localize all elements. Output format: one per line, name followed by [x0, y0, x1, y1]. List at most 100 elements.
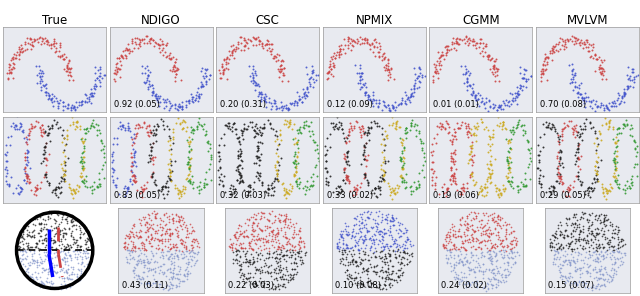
Point [157, 47, 167, 52]
Point [583, 228, 593, 233]
Point [120, 48, 131, 52]
Point [610, 164, 620, 168]
Point [484, 258, 495, 263]
Point [372, 194, 383, 199]
Point [109, 71, 119, 75]
Point [349, 123, 360, 128]
Point [394, 252, 404, 257]
Point [545, 189, 555, 194]
Point [429, 135, 439, 140]
Point [506, 248, 516, 252]
Point [167, 231, 177, 236]
Point [467, 154, 477, 158]
Point [266, 49, 276, 54]
Point [521, 79, 531, 83]
Point [157, 186, 167, 191]
Point [569, 34, 579, 39]
Point [125, 177, 136, 181]
Point [551, 48, 561, 53]
Point [348, 38, 358, 42]
Point [77, 178, 88, 183]
Point [364, 152, 374, 157]
Point [494, 223, 504, 228]
Point [372, 184, 383, 188]
Point [573, 156, 584, 160]
Point [508, 99, 518, 103]
Point [159, 211, 169, 216]
Point [582, 271, 592, 275]
Point [35, 124, 45, 129]
Point [460, 234, 470, 239]
Point [488, 249, 498, 254]
Point [463, 43, 474, 47]
Point [241, 257, 252, 261]
Point [146, 237, 156, 242]
Point [35, 237, 45, 242]
Point [64, 69, 74, 74]
Point [63, 273, 74, 277]
Point [368, 238, 378, 243]
Point [234, 175, 244, 180]
Point [12, 126, 22, 131]
Point [542, 60, 552, 65]
Point [49, 255, 60, 260]
Point [607, 231, 617, 235]
Point [223, 121, 234, 126]
Point [417, 167, 427, 172]
Point [393, 275, 403, 279]
Point [276, 277, 286, 282]
Point [568, 128, 579, 132]
Point [161, 43, 172, 47]
Point [193, 90, 203, 94]
Point [143, 84, 153, 89]
Point [374, 228, 385, 233]
Point [200, 181, 210, 186]
Point [44, 258, 54, 263]
Point [50, 186, 60, 191]
Point [591, 148, 601, 152]
Point [454, 126, 464, 131]
Point [99, 73, 109, 78]
Point [573, 146, 584, 151]
Point [157, 184, 167, 189]
Point [451, 234, 461, 239]
Point [598, 245, 609, 250]
Point [168, 218, 179, 223]
Point [189, 262, 199, 267]
Point [70, 126, 80, 131]
Point [477, 193, 487, 197]
Point [492, 284, 502, 289]
Point [108, 150, 118, 155]
Point [239, 280, 249, 285]
Point [143, 86, 153, 91]
Point [261, 263, 271, 268]
Point [446, 182, 456, 186]
Point [471, 93, 481, 98]
Point [293, 130, 303, 135]
Point [437, 185, 447, 189]
Point [20, 41, 30, 46]
Point [30, 258, 40, 263]
Point [276, 67, 286, 71]
Point [175, 264, 185, 269]
Point [359, 172, 369, 177]
Point [440, 242, 451, 247]
Point [257, 43, 268, 48]
Point [129, 224, 140, 229]
Point [187, 248, 197, 252]
Point [590, 266, 600, 271]
Point [380, 231, 390, 236]
Point [401, 185, 411, 189]
Point [165, 136, 175, 141]
Point [469, 39, 479, 44]
Point [24, 133, 35, 138]
Point [535, 135, 545, 140]
Point [63, 67, 74, 71]
Point [446, 166, 456, 170]
Point [286, 252, 296, 257]
Point [271, 55, 281, 59]
Point [451, 182, 461, 186]
Point [323, 183, 333, 187]
Point [86, 91, 97, 95]
Point [483, 238, 493, 243]
